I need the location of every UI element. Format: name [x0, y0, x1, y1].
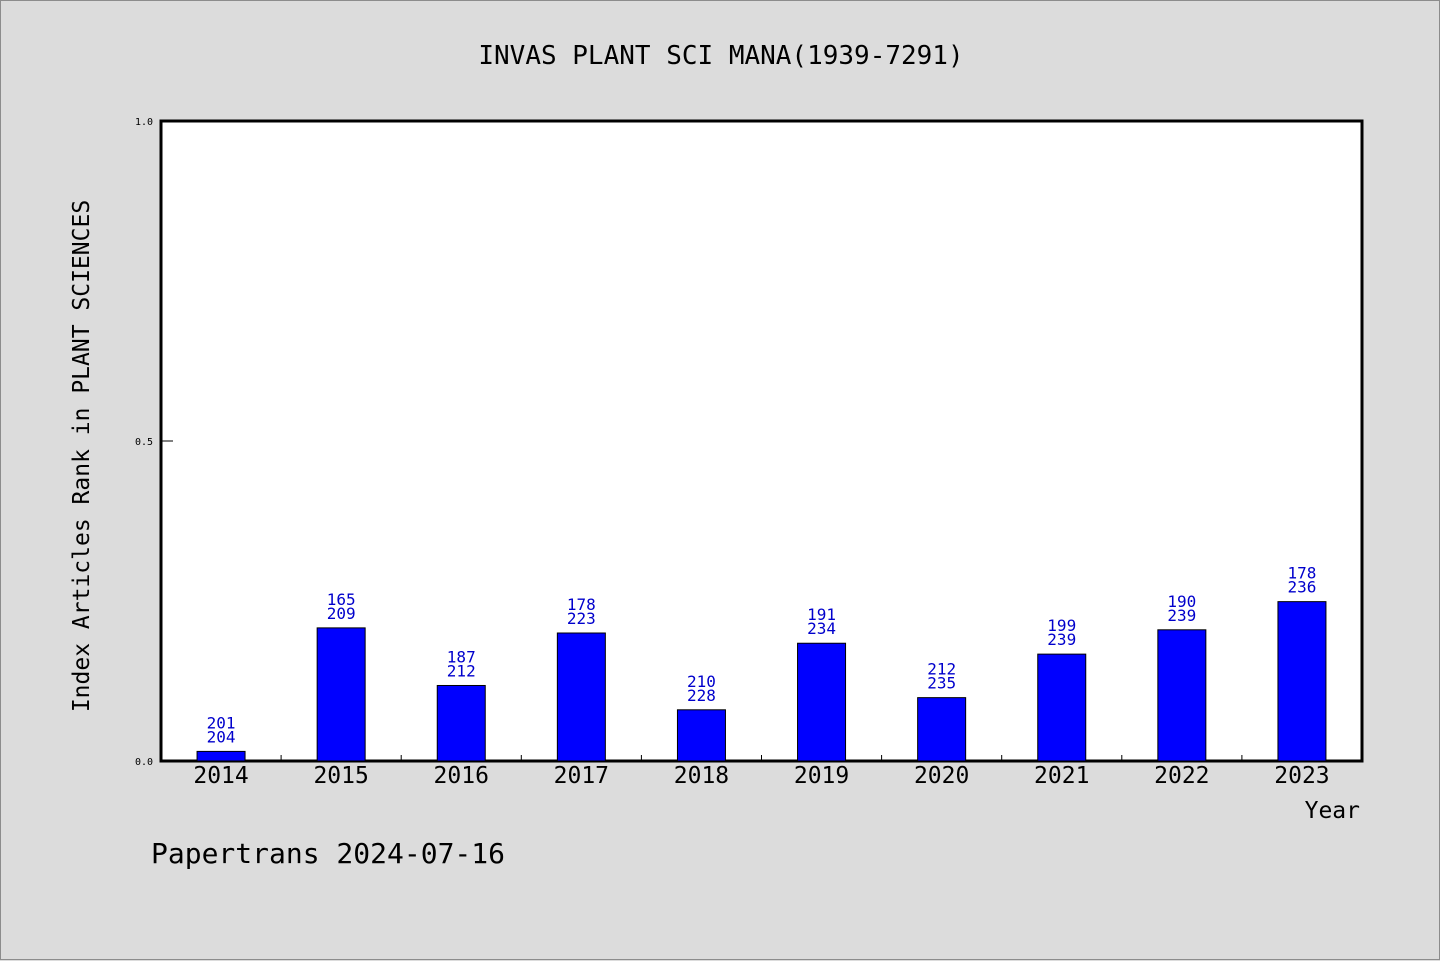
x-tick-label: 2019: [794, 763, 849, 789]
bar: [676, 709, 726, 762]
chart-title: INVAS PLANT SCI MANA(1939-7291): [478, 41, 963, 71]
footer-text: Papertrans 2024-07-16: [151, 837, 505, 870]
bar-label-bottom: 204: [207, 727, 236, 746]
bar-label-bottom: 209: [327, 604, 356, 623]
bar-label-top: 191: [807, 605, 836, 624]
bar-label-top: 199: [1047, 616, 1076, 635]
bar-label-top: 212: [927, 660, 956, 679]
bar: [316, 627, 366, 762]
x-tick-label: 2014: [193, 763, 248, 789]
bar-label-top: 178: [567, 595, 596, 614]
y-axis-ticks: 0.0 0.5 1.0: [135, 117, 173, 768]
y-tick-label: 0.5: [135, 437, 153, 448]
bar-series: 2012041652091872121782232102281912342122…: [196, 564, 1327, 762]
x-tick-label: 2016: [434, 763, 489, 789]
bar-label-bottom: 239: [1047, 630, 1076, 649]
x-tick-label: 2021: [1034, 763, 1089, 789]
y-tick-label: 1.0: [135, 117, 153, 128]
bar: [917, 697, 967, 762]
bar-label-bottom: 212: [447, 661, 476, 680]
bar-label-top: 190: [1167, 592, 1196, 611]
bar-label-bottom: 234: [807, 619, 836, 638]
bar-label-bottom: 235: [927, 674, 956, 693]
bar-label-top: 201: [207, 713, 236, 732]
x-axis-ticks: 2014 2015 2016 2017 2018 2019 2020 2021 2022 2023: [193, 755, 1330, 789]
x-tick-label: 2023: [1274, 763, 1329, 789]
bar-label-top: 187: [447, 647, 476, 666]
bar-label-top: 165: [327, 590, 356, 609]
bar-label-bottom: 228: [687, 686, 716, 705]
bar: [1037, 653, 1087, 762]
bar-label-bottom: 236: [1287, 578, 1316, 597]
x-axis-label: Year: [1305, 798, 1360, 824]
bar-label-top: 178: [1287, 564, 1316, 583]
bar-label-top: 210: [687, 672, 716, 691]
bar: [436, 684, 486, 762]
bar: [1277, 601, 1327, 762]
bar: [797, 642, 847, 762]
x-tick-label: 2022: [1154, 763, 1209, 789]
y-axis-label: Index Articles Rank in PLANT SCIENCES: [69, 200, 95, 712]
y-tick-label: 0.0: [135, 757, 153, 768]
bar: [556, 632, 606, 762]
x-tick-label: 2018: [674, 763, 729, 789]
x-tick-label: 2017: [554, 763, 609, 789]
bar: [1157, 629, 1207, 762]
bar-label-bottom: 223: [567, 609, 596, 628]
x-tick-label: 2015: [313, 763, 368, 789]
bar: [196, 750, 246, 762]
bar-label-bottom: 239: [1167, 606, 1196, 625]
x-tick-label: 2020: [914, 763, 969, 789]
